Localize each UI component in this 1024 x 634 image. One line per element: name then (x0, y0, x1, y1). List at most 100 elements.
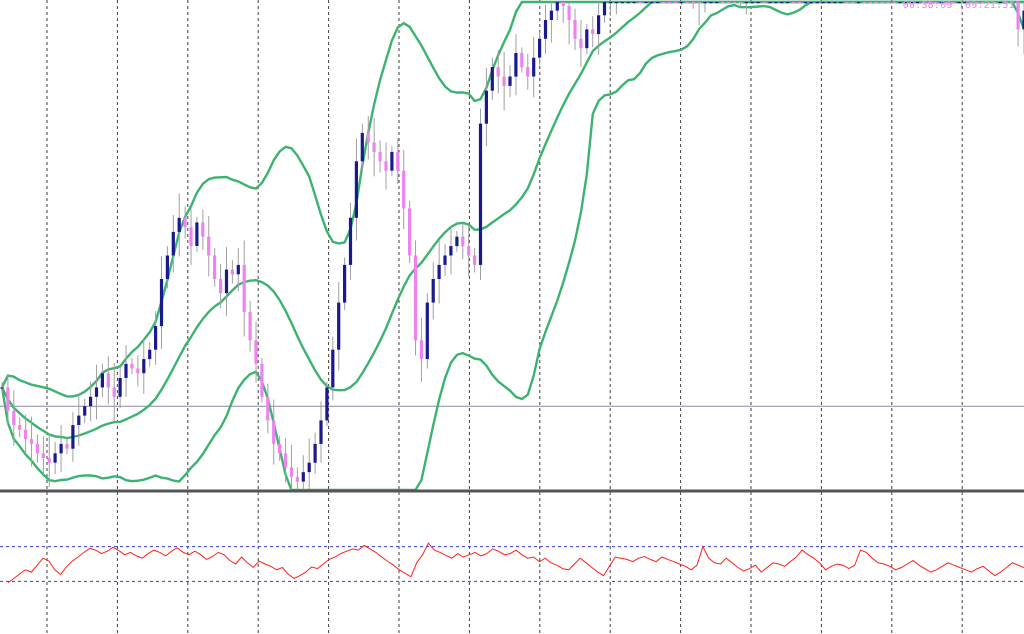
candle (833, 2, 837, 4)
candle (301, 472, 305, 482)
candle (827, 2, 831, 4)
candle (372, 142, 376, 152)
candle (650, 2, 654, 4)
candle (608, 2, 612, 4)
candle (177, 217, 181, 232)
candle (1004, 2, 1008, 4)
candle (130, 363, 134, 369)
candle (12, 410, 16, 425)
candle (626, 2, 630, 4)
candle (549, 10, 553, 20)
candle (514, 53, 518, 77)
candle (927, 2, 932, 4)
candle (207, 236, 211, 256)
candle (6, 387, 10, 411)
candle (662, 2, 666, 4)
candle (118, 378, 122, 397)
candle (425, 302, 429, 360)
candle (910, 2, 914, 4)
candle (821, 2, 825, 4)
oscillator-levels (0, 546, 1024, 582)
candle (526, 67, 530, 77)
candle (975, 2, 979, 4)
candle (431, 279, 435, 303)
price-pane[interactable] (0, 0, 1024, 492)
candle (390, 151, 394, 171)
candle (538, 38, 542, 58)
candle (520, 53, 524, 68)
candle (354, 161, 358, 218)
candle (644, 2, 648, 4)
local-time: [09:21:51] (958, 0, 1021, 11)
candle (29, 439, 34, 444)
candle (809, 2, 813, 4)
oscillator-pane[interactable] (0, 542, 1024, 584)
candle (1010, 2, 1014, 4)
candle (142, 359, 146, 374)
candle (898, 2, 902, 4)
candle (921, 2, 926, 4)
candle (532, 57, 536, 77)
candle (786, 2, 790, 4)
candle (136, 368, 140, 374)
candle (35, 443, 39, 454)
candle (319, 420, 323, 444)
candle (331, 349, 335, 388)
candle (904, 2, 908, 4)
candle (272, 420, 276, 444)
candle (396, 151, 400, 171)
candle (437, 264, 441, 279)
oscillator-series (7, 542, 1024, 584)
candle (236, 264, 240, 275)
candle (449, 246, 453, 256)
candle (508, 76, 512, 86)
candle (467, 246, 471, 256)
candle (703, 2, 707, 4)
candle (709, 2, 713, 4)
candle (124, 363, 128, 378)
candle (496, 67, 500, 77)
candle (360, 133, 364, 162)
candle (289, 467, 293, 477)
candle (0, 387, 4, 389)
candle (283, 453, 288, 468)
candle (278, 443, 282, 454)
candle (667, 2, 672, 4)
candle (100, 373, 104, 388)
candle (573, 20, 577, 39)
candle (567, 5, 571, 21)
candle (473, 255, 477, 265)
candle (77, 415, 81, 425)
candle (230, 269, 234, 275)
candle (981, 2, 985, 4)
candle (727, 2, 731, 4)
candle (933, 2, 937, 4)
clock-readout: 00:38:09 [09:21:51] (903, 0, 1021, 11)
candle (602, 2, 607, 16)
candle (632, 2, 636, 4)
candle (408, 208, 412, 256)
candle (490, 67, 494, 91)
candle (366, 133, 370, 143)
candle (266, 396, 270, 421)
candle (963, 2, 967, 4)
oscillator-line (7, 542, 1024, 584)
candle (419, 340, 423, 360)
candle (561, 2, 565, 6)
candle (797, 2, 802, 4)
candle (343, 264, 347, 303)
candle (307, 462, 311, 473)
candle (159, 279, 164, 327)
candle (762, 2, 766, 4)
candle (313, 443, 317, 463)
candle (886, 2, 890, 4)
candle (744, 2, 748, 4)
candle (969, 2, 973, 4)
candle (224, 269, 229, 294)
candle (892, 2, 896, 4)
candle (555, 2, 559, 11)
candle (874, 2, 878, 4)
candle (59, 443, 63, 454)
